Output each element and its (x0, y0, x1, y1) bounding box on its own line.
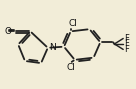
Text: F: F (124, 45, 129, 54)
Text: F: F (124, 39, 129, 48)
Text: F: F (124, 34, 129, 43)
Text: N: N (49, 43, 56, 52)
Text: Cl: Cl (66, 63, 75, 72)
Text: O: O (5, 27, 12, 36)
Text: Cl: Cl (68, 19, 77, 28)
